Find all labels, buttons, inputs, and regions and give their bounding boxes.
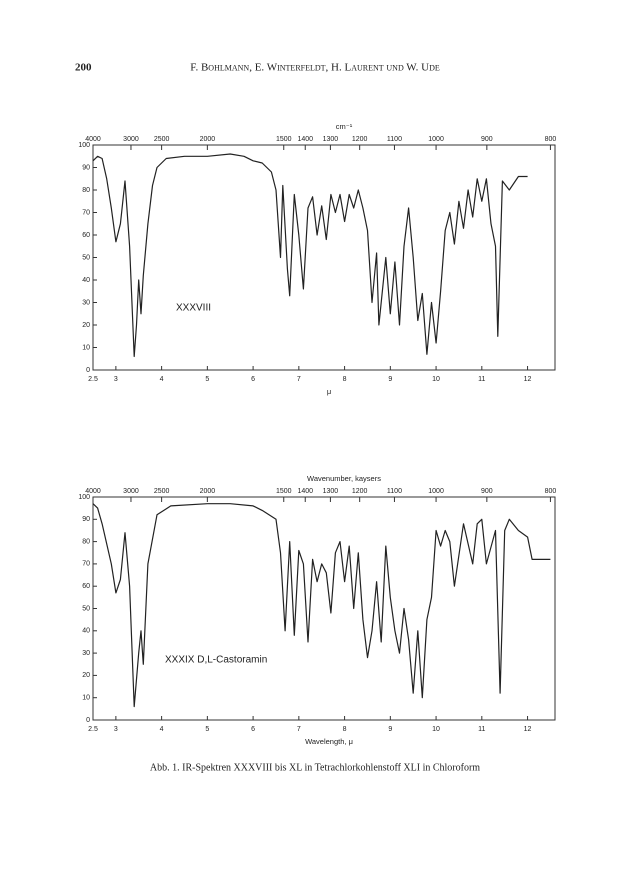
x-tick-label: 5 xyxy=(205,726,209,733)
y-tick-label: 20 xyxy=(82,322,90,329)
x-tick-label: 9 xyxy=(388,726,392,733)
spectrum-line xyxy=(92,503,551,708)
y-tick-label: 40 xyxy=(82,628,90,635)
spectrum-line xyxy=(92,153,528,358)
x2-tick-label: 800 xyxy=(545,488,557,495)
x2-tick-label: 3000 xyxy=(123,488,139,495)
x2-tick-label: 900 xyxy=(481,488,493,495)
x-tick-label: 6 xyxy=(251,376,255,383)
x2-tick-label: 1200 xyxy=(352,136,368,143)
x2-tick-label: 2500 xyxy=(154,136,170,143)
y-tick-label: 0 xyxy=(86,367,90,374)
y-tick-label: 90 xyxy=(82,516,90,523)
y-tick-label: 90 xyxy=(82,164,90,171)
x-tick-label: 3 xyxy=(114,726,118,733)
x2-tick-label: 4000 xyxy=(85,488,101,495)
y-tick-label: 10 xyxy=(82,695,90,702)
x2-tick-label: 1100 xyxy=(387,488,402,495)
x-tick-label: 6 xyxy=(251,726,255,733)
y-tick-label: 100 xyxy=(78,494,90,501)
x-tick-label: 8 xyxy=(343,726,347,733)
y-tick-label: 30 xyxy=(82,299,90,306)
page-number: 200 xyxy=(75,62,92,74)
y-tick-label: 30 xyxy=(82,650,90,657)
annotation: XXXVIII xyxy=(176,303,211,314)
y-tick-label: 40 xyxy=(82,277,90,284)
y-tick-label: 20 xyxy=(82,672,90,679)
x-tick-label: 12 xyxy=(524,726,532,733)
x2-tick-label: 4000 xyxy=(85,136,101,143)
y-tick-label: 60 xyxy=(82,583,90,590)
x2-tick-label: 1300 xyxy=(323,136,339,143)
x-tick-label: 10 xyxy=(432,376,440,383)
x-tick-label: 5 xyxy=(205,376,209,383)
y-tick-label: 80 xyxy=(82,538,90,545)
x-axis-label: μ xyxy=(327,387,331,396)
plot-frame xyxy=(92,496,556,721)
caption: Abb. 1. IR-Spektren XXXVIII bis XL in Te… xyxy=(150,762,480,773)
x-tick-label: 8 xyxy=(343,376,347,383)
x-tick-label: 3 xyxy=(114,376,118,383)
plot-frame xyxy=(92,144,556,371)
x-tick-label: 4 xyxy=(160,726,164,733)
y-tick-label: 100 xyxy=(78,142,90,149)
x2-tick-label: 1400 xyxy=(297,136,313,143)
x-tick-label: 11 xyxy=(478,726,485,733)
x-tick-label: 10 xyxy=(432,726,440,733)
top-axis-label: cm⁻¹ xyxy=(336,122,353,131)
y-tick-label: 70 xyxy=(82,209,90,216)
x-tick-label: 7 xyxy=(297,726,301,733)
x2-tick-label: 1500 xyxy=(276,136,292,143)
x2-tick-label: 1200 xyxy=(352,488,368,495)
top-axis-label: Wavenumber, kaysers xyxy=(307,474,381,483)
x2-tick-label: 1000 xyxy=(428,488,444,495)
y-tick-label: 80 xyxy=(82,187,90,194)
x2-tick-label: 2000 xyxy=(200,488,216,495)
x-tick-label: 11 xyxy=(478,376,485,383)
y-tick-label: 10 xyxy=(82,344,90,351)
x2-tick-label: 2000 xyxy=(200,136,216,143)
x2-tick-label: 1300 xyxy=(323,488,339,495)
x-tick-label: 4 xyxy=(160,376,164,383)
x-tick-label: 9 xyxy=(388,376,392,383)
x2-tick-label: 1500 xyxy=(276,488,292,495)
y-tick-label: 50 xyxy=(82,605,90,612)
annotation: XXXIX D,L-Castoramin xyxy=(165,655,267,666)
x2-tick-label: 800 xyxy=(545,136,557,143)
x2-tick-label: 1100 xyxy=(387,136,402,143)
x2-tick-label: 2500 xyxy=(154,488,170,495)
x2-tick-label: 1000 xyxy=(428,136,444,143)
y-tick-label: 0 xyxy=(86,717,90,724)
y-tick-label: 70 xyxy=(82,561,90,568)
x-tick-label: 12 xyxy=(524,376,532,383)
x-axis-label: Wavelength, μ xyxy=(305,737,353,746)
authors: F. Bohlmann, E. Winterfeldt, H. Laurent … xyxy=(190,62,440,74)
x2-tick-label: 900 xyxy=(481,136,493,143)
x-tick-label: 2.5 xyxy=(88,726,98,733)
y-tick-label: 60 xyxy=(82,232,90,239)
y-tick-label: 50 xyxy=(82,254,90,261)
x2-tick-label: 1400 xyxy=(297,488,313,495)
x2-tick-label: 3000 xyxy=(123,136,139,143)
x-tick-label: 2.5 xyxy=(88,376,98,383)
x-tick-label: 7 xyxy=(297,376,301,383)
